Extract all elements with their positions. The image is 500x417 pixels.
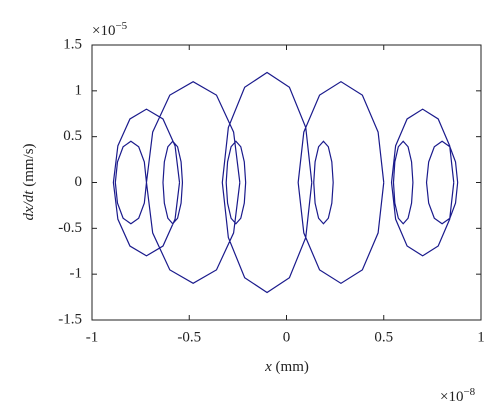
x-axis-label: x (mm) [264, 359, 309, 375]
x-tick-label: 0.5 [374, 329, 393, 345]
y-axis-label: dx/dt (mm/s) [21, 143, 37, 220]
x-tick-label: 1 [477, 329, 485, 345]
y-multiplier-base: ×10 [92, 23, 115, 39]
plot-frame [91, 44, 482, 321]
trajectory-line [112, 71, 459, 294]
x-multiplier: ×10−8 [440, 386, 476, 406]
x-tick-label: -0.5 [177, 329, 201, 345]
x-multiplier-base: ×10 [440, 389, 463, 405]
y-axis-var: dx/dt [21, 190, 37, 221]
x-axis-var: x [264, 359, 272, 375]
x-tick-label: -1 [86, 329, 99, 345]
x-tick-label: 0 [283, 329, 291, 345]
y-tick-label: -1.5 [58, 311, 82, 327]
y-multiplier-exponent: −5 [115, 20, 127, 32]
x-multiplier-exponent: −8 [463, 386, 475, 398]
y-tick-label: 1 [75, 82, 83, 98]
y-tick-label: -1 [70, 266, 83, 282]
y-tick-label: 1.5 [63, 36, 82, 52]
y-axis-unit: (mm/s) [21, 143, 37, 186]
y-multiplier: ×10−5 [92, 20, 128, 40]
y-tick-label: -0.5 [58, 220, 82, 236]
y-tick-label: 0 [75, 174, 83, 190]
y-tick-label: 0.5 [63, 128, 82, 144]
x-axis-unit: (mm) [276, 359, 309, 375]
